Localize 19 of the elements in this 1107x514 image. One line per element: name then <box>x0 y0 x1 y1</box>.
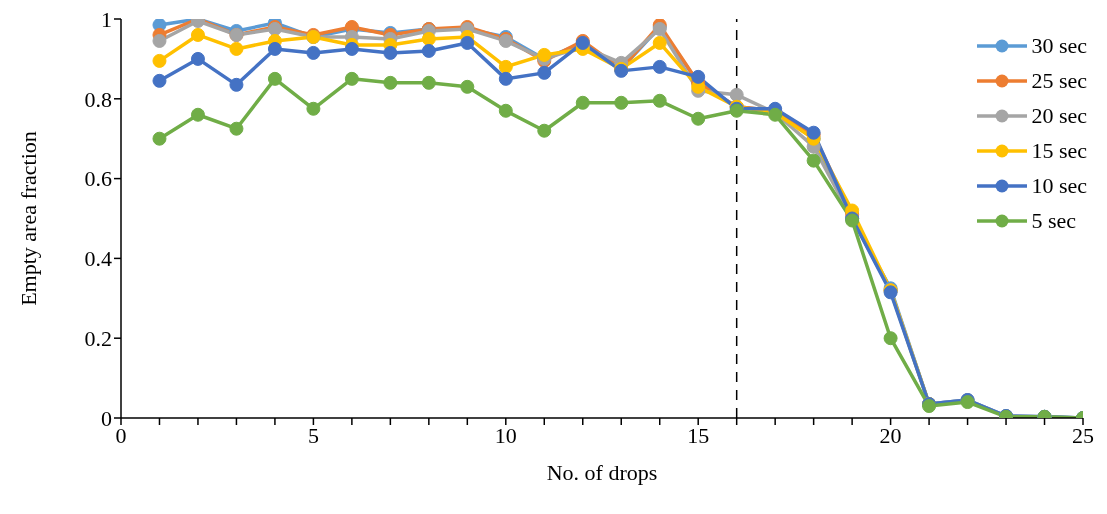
y-tick-label: 1 <box>101 6 112 32</box>
legend-label: 10 sec <box>1031 173 1087 199</box>
y-tick-label: 0.4 <box>84 246 112 272</box>
y-tick-label: 0.2 <box>84 326 112 352</box>
x-tick-label: 5 <box>307 422 319 448</box>
y-tick-label: 0.6 <box>84 166 112 192</box>
x-tick-label: 20 <box>879 422 902 448</box>
x-tick-label: 25 <box>1072 422 1094 448</box>
y-axis-title: Empty area fraction <box>15 131 41 306</box>
y-tick-label: 0.8 <box>84 86 112 112</box>
y-tick-label: 0 <box>101 405 112 431</box>
legend-label: 5 sec <box>1031 208 1076 234</box>
legend-label: 15 sec <box>1031 138 1087 164</box>
x-axis-title: No. of drops <box>546 460 658 485</box>
legend-label: 25 sec <box>1031 68 1087 94</box>
x-tick-label: 15 <box>687 422 710 448</box>
legend-label: 20 sec <box>1031 103 1087 129</box>
x-tick-label: 10 <box>494 422 517 448</box>
legend-label: 30 sec <box>1031 33 1087 59</box>
